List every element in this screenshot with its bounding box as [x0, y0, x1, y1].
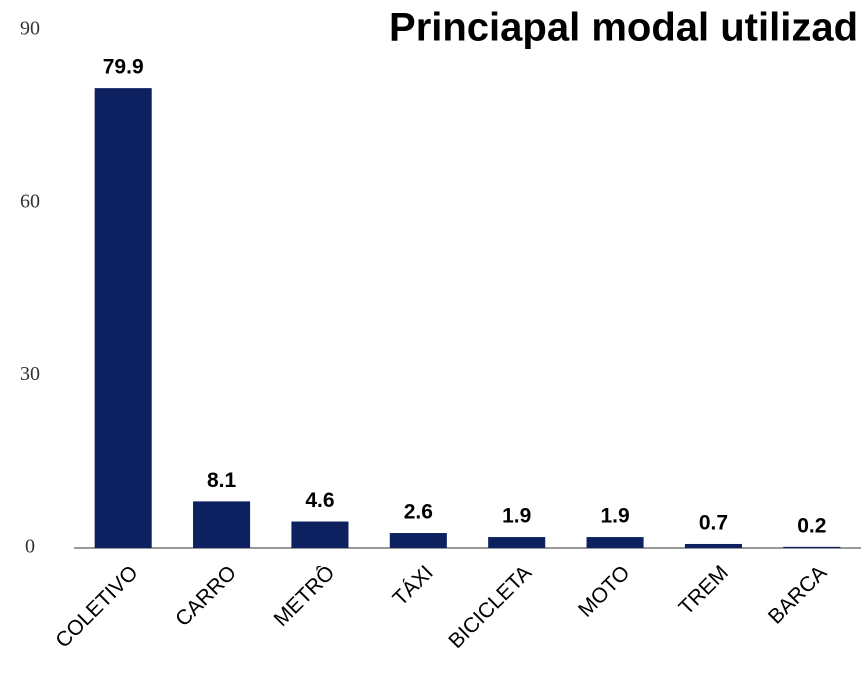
- x-tick-label: TREM: [675, 561, 733, 619]
- y-tick-label: 0: [25, 536, 35, 558]
- bar: [586, 537, 644, 548]
- value-label: 1.9: [502, 505, 531, 528]
- bar: [783, 546, 841, 548]
- bar: [291, 521, 349, 548]
- x-tick-label: CARRO: [171, 561, 241, 631]
- y-tick-label: 60: [20, 190, 40, 212]
- value-label: 2.6: [404, 501, 433, 524]
- x-tick-label: TÁXI: [388, 561, 437, 610]
- value-label: 0.7: [699, 512, 728, 535]
- bar: [488, 537, 546, 548]
- value-label: 0.2: [797, 514, 826, 537]
- value-label: 8.1: [207, 469, 237, 492]
- bar: [389, 533, 447, 548]
- x-tick-label: COLETIVO: [51, 561, 142, 652]
- bar: [94, 88, 152, 549]
- bar: [684, 543, 742, 548]
- y-tick-label: 30: [20, 363, 40, 385]
- y-tick-label: 90: [20, 18, 40, 40]
- x-tick-label: MOTO: [574, 561, 635, 622]
- x-tick-label: METRÔ: [270, 561, 340, 631]
- x-tick-label: BARCA: [764, 561, 831, 628]
- bar: [193, 501, 251, 548]
- value-label: 79.9: [103, 56, 144, 79]
- value-label: 4.6: [305, 489, 334, 512]
- x-tick-label: BICICLETA: [444, 561, 536, 653]
- value-label: 1.9: [600, 505, 629, 528]
- chart-title: Princiapal modal utilizad: [389, 6, 858, 50]
